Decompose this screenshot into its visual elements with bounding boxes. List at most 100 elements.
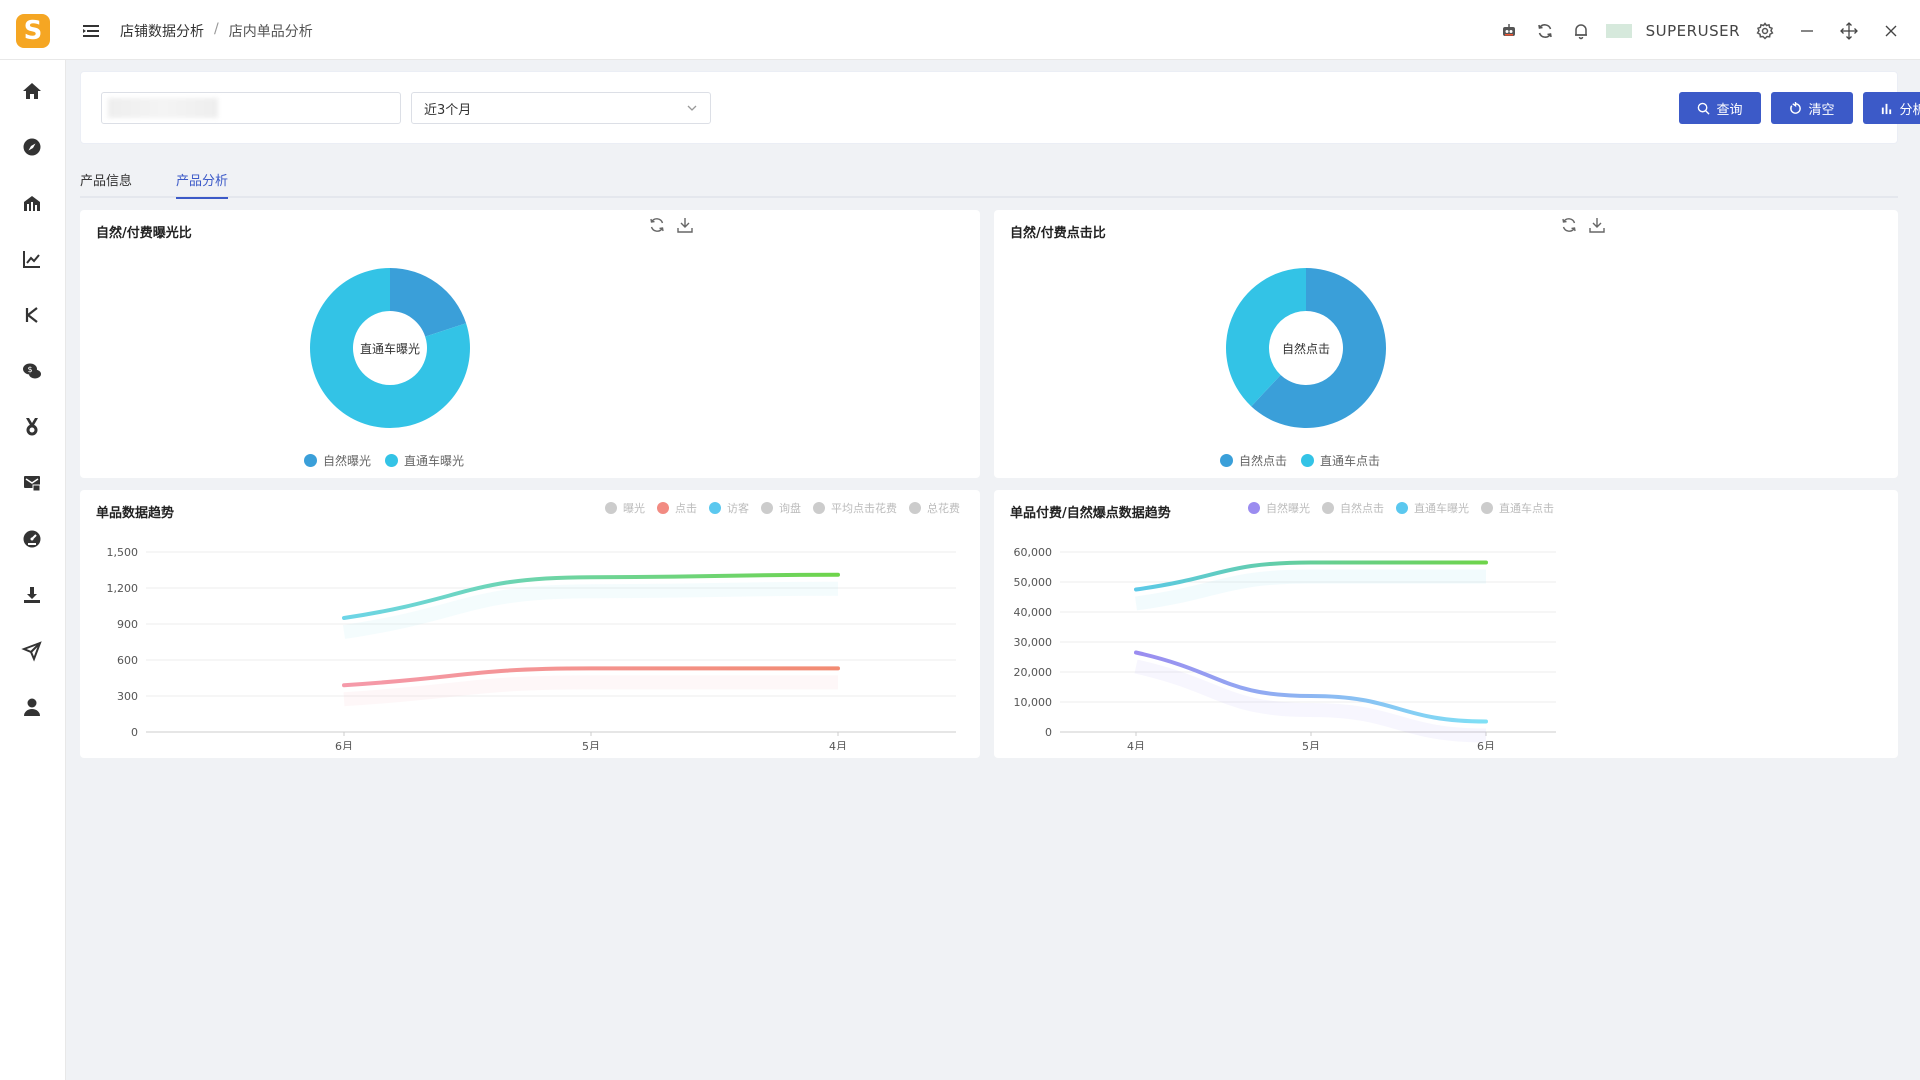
refresh-icon[interactable] <box>648 216 666 234</box>
legend-item[interactable]: 曝光 <box>605 500 645 516</box>
line-chart-icon[interactable] <box>19 246 45 272</box>
compass-icon[interactable] <box>19 134 45 160</box>
pie-slice[interactable] <box>1226 268 1306 407</box>
legend-label: 直通车曝光 <box>404 454 465 468</box>
y-tick-label: 20,000 <box>1014 666 1053 679</box>
legend-item[interactable]: 直通车点击 <box>1301 452 1380 469</box>
breadcrumb-current: 店内单品分析 <box>228 24 313 40</box>
dashboard-icon[interactable] <box>19 526 45 552</box>
send-icon[interactable] <box>19 638 45 664</box>
series-line[interactable] <box>1134 650 1488 724</box>
paid-natural-line-chart: 0 10,000 20,000 30,000 40,000 50,000 60,000 4月 5… <box>1014 546 1556 750</box>
legend-item[interactable]: 总花费 <box>909 500 960 516</box>
bell-icon[interactable] <box>1570 20 1592 42</box>
y-tick-label: 0 <box>131 726 138 739</box>
download-icon[interactable] <box>1588 216 1606 234</box>
x-tick-label: 4月 <box>1127 740 1145 750</box>
series-line[interactable] <box>342 572 840 620</box>
search-icon <box>1698 102 1711 115</box>
menu-toggle-icon[interactable] <box>80 20 102 42</box>
minimize-icon[interactable] <box>1796 20 1818 42</box>
legend-item[interactable]: 自然点击 <box>1322 500 1384 516</box>
tab-product-analysis[interactable]: 产品分析 <box>176 170 229 199</box>
shop-data-icon[interactable] <box>19 190 45 216</box>
legend-item[interactable]: 自然点击 <box>1220 452 1287 469</box>
top-right-tools: SUPERUSER <box>1498 18 1902 44</box>
x-tick-label: 4月 <box>829 740 847 750</box>
y-tick-label: 50,000 <box>1014 576 1053 589</box>
keyword-icon[interactable] <box>19 302 45 328</box>
clear-button-label: 清空 <box>1808 102 1835 118</box>
x-tick-label: 6月 <box>335 740 353 750</box>
pie-slice[interactable] <box>390 268 467 337</box>
app-logo[interactable]: S <box>16 14 50 48</box>
legend-item[interactable]: 直通车曝光 <box>385 452 464 469</box>
period-select[interactable]: 近3个月 <box>411 92 711 124</box>
series-shadow <box>1135 569 1486 611</box>
close-icon[interactable] <box>1880 20 1902 42</box>
avatar[interactable] <box>1605 24 1632 38</box>
period-select-value: 近3个月 <box>424 102 472 118</box>
medal-icon[interactable] <box>19 414 45 440</box>
legend-dot <box>304 454 317 467</box>
legend-dot <box>709 502 721 514</box>
legend-dot <box>657 502 669 514</box>
series-line[interactable] <box>342 666 840 688</box>
y-tick-label: 40,000 <box>1014 606 1053 619</box>
card-title: 自然/付费点击比 <box>1010 226 1106 241</box>
pie-slice[interactable] <box>1251 268 1386 428</box>
top-bar: S 店铺数据分析 / 店内单品分析 SUPERUSER <box>0 0 1920 60</box>
robot-icon[interactable] <box>1498 20 1520 42</box>
analyze-button-label: 分析 <box>1899 102 1920 118</box>
home-icon[interactable] <box>19 78 45 104</box>
username[interactable]: SUPERUSER <box>1645 22 1740 40</box>
user-icon[interactable] <box>19 694 45 720</box>
click-donut-chart: 自然点击 <box>1226 268 1386 428</box>
card-title: 单品付费/自然爆点数据趋势 <box>1010 506 1171 521</box>
download-icon[interactable] <box>19 582 45 608</box>
breadcrumb-parent[interactable]: 店铺数据分析 <box>120 24 204 40</box>
legend-item[interactable]: 点击 <box>657 500 697 516</box>
y-tick-label: 1,500 <box>107 546 139 559</box>
y-tick-label: 600 <box>117 654 138 667</box>
move-icon[interactable] <box>1838 20 1860 42</box>
bar-chart-icon <box>1882 103 1892 114</box>
query-button[interactable]: 查询 <box>1679 92 1761 124</box>
y-tick-label: 900 <box>117 618 138 631</box>
clear-button[interactable]: 清空 <box>1771 92 1853 124</box>
refresh-icon[interactable] <box>1534 20 1556 42</box>
gear-icon[interactable] <box>1754 20 1776 42</box>
card-tools <box>648 216 694 234</box>
donut-center-label: 自然点击 <box>1282 341 1330 356</box>
tab-product-info[interactable]: 产品信息 <box>80 174 133 189</box>
legend-dot <box>1396 502 1408 514</box>
legend-item[interactable]: 自然曝光 <box>1248 500 1310 516</box>
legend-label: 自然曝光 <box>323 454 372 468</box>
product-search-input[interactable] <box>101 92 401 124</box>
legend-label: 总花费 <box>927 502 960 515</box>
main-content: 近3个月 查询 清空 分析 产品信息 产品分析 自然/付费曝光比 直通车曝光 <box>66 60 1920 1080</box>
analyze-button[interactable]: 分析 <box>1863 92 1920 124</box>
legend-item[interactable]: 询盘 <box>761 500 801 516</box>
chat-icon[interactable]: $ <box>19 358 45 384</box>
legend-item[interactable]: 直通车点击 <box>1481 500 1554 516</box>
sidebar: $ <box>0 60 66 1080</box>
download-icon[interactable] <box>676 216 694 234</box>
y-tick-label: 300 <box>117 690 138 703</box>
legend-label: 自然点击 <box>1340 502 1384 515</box>
message-icon[interactable] <box>19 470 45 496</box>
chart-legend: 曝光 点击 访客 询盘 平均点击花费 总花费 <box>605 500 960 516</box>
legend-dot <box>1322 502 1334 514</box>
refresh-icon[interactable] <box>1560 216 1578 234</box>
legend-item[interactable]: 直通车曝光 <box>1396 500 1469 516</box>
legend-item[interactable]: 自然曝光 <box>304 452 371 469</box>
legend-item[interactable]: 访客 <box>709 500 749 516</box>
y-tick-label: 60,000 <box>1014 546 1053 559</box>
pie-slice[interactable] <box>310 268 470 428</box>
legend-item[interactable]: 平均点击花费 <box>813 500 897 516</box>
y-tick-label: 0 <box>1045 726 1052 739</box>
legend-label: 平均点击花费 <box>831 502 897 515</box>
series-line[interactable] <box>1134 560 1488 592</box>
legend-dot <box>385 454 399 467</box>
legend-dot <box>1248 502 1260 514</box>
